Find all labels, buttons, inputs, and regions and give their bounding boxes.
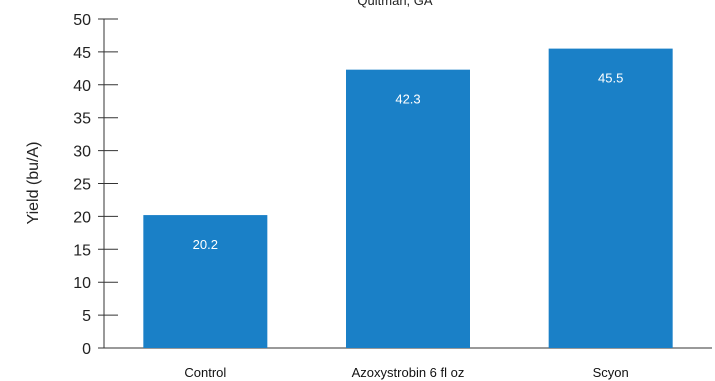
y-tick-label: 20 — [73, 209, 91, 226]
bar-data-label: 20.2 — [193, 237, 218, 252]
bar — [346, 69, 470, 348]
y-axis-ticks: 0 5 10 15 20 25 30 35 40 45 50 — [73, 12, 118, 358]
x-category-label: Scyon — [593, 365, 629, 380]
bars: 20.2 42.3 45.5 — [143, 48, 673, 349]
y-tick-label: 10 — [73, 275, 91, 292]
bar-data-label: 45.5 — [598, 71, 623, 86]
bar — [143, 215, 268, 348]
x-category-label: Azoxystrobin 6 fl oz — [352, 365, 465, 380]
bar-data-label: 42.3 — [395, 92, 420, 107]
y-tick-label: 30 — [73, 144, 91, 161]
bar — [548, 48, 673, 349]
y-tick-label: 40 — [73, 78, 91, 95]
y-tick-label: 45 — [73, 45, 91, 62]
y-tick-label: 5 — [82, 308, 91, 325]
x-axis-labels: Control Azoxystrobin 6 fl oz Scyon — [184, 365, 628, 380]
y-tick-label: 15 — [73, 242, 91, 259]
y-axis-title: Yield (bu/A) — [25, 142, 42, 225]
y-tick-label: 35 — [73, 111, 91, 128]
chart-title: Quitman, GA — [357, 0, 432, 8]
y-tick-label: 25 — [73, 177, 91, 194]
y-tick-label: 0 — [82, 341, 91, 358]
y-tick-label: 50 — [73, 12, 91, 29]
x-category-label: Control — [184, 365, 226, 380]
